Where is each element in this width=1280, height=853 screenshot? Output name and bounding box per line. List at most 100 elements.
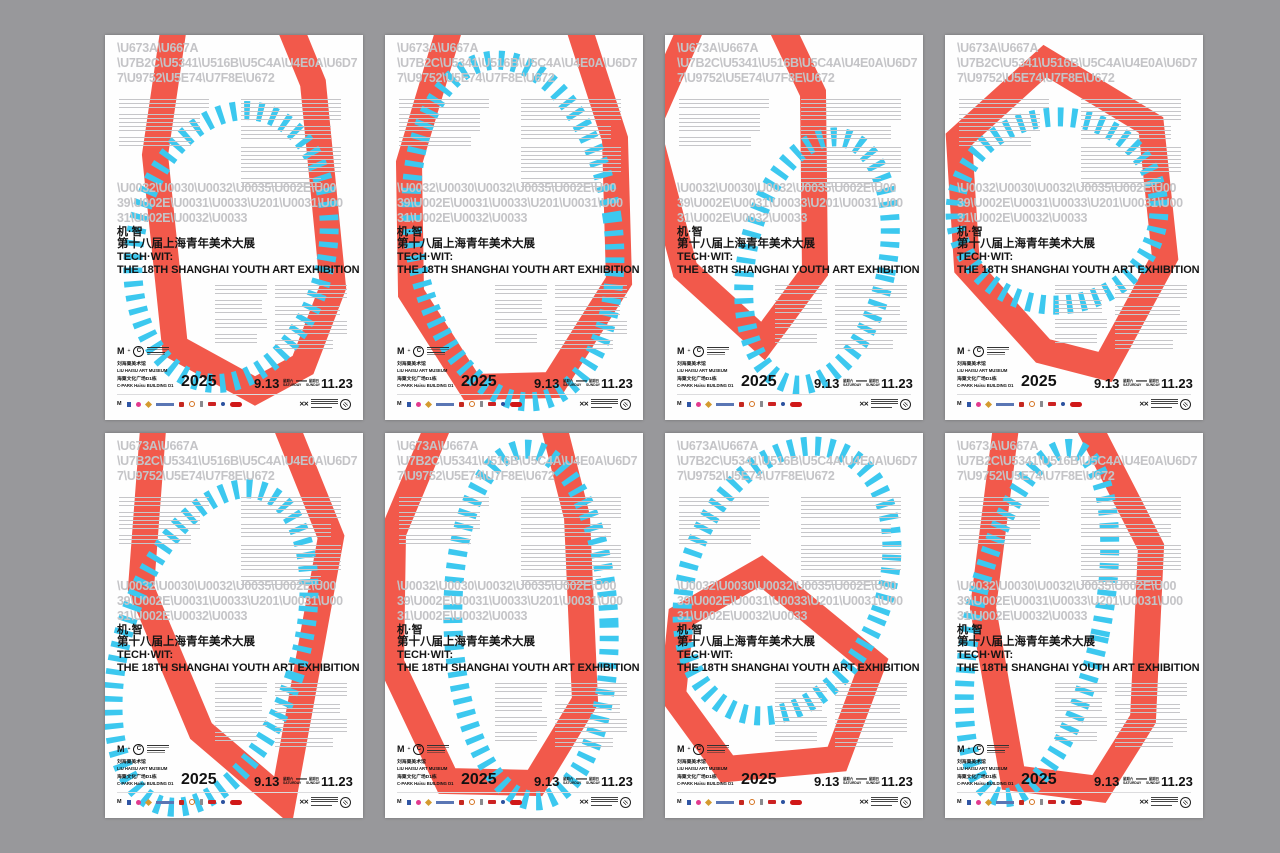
micro-text-paragraph xyxy=(147,351,166,355)
date-range-dash: — xyxy=(296,773,307,785)
venue2-en: C-PARK Haisu BUILDING D1 xyxy=(957,780,1014,786)
micro-text-paragraph xyxy=(495,732,537,744)
micro-text-paragraph xyxy=(275,340,333,352)
micro-text-paragraph xyxy=(275,683,347,699)
unicode-date-codes: \U0032\U0030\U0032\U0035\U002E\U00 39\U0… xyxy=(117,579,343,624)
micro-text-paragraph xyxy=(835,306,900,316)
exhibition-title: 机·智 第十八届上海青年美术大展 TECH·WIT: THE 18TH SHAN… xyxy=(117,226,360,277)
title-cn-short: 机·智 xyxy=(677,226,703,238)
code-line: \U7B2C\U5341\U516B\U5C4A\U4E0A\U6D7 xyxy=(117,454,358,468)
micro-text-block xyxy=(801,497,901,591)
end-date: 11.23 xyxy=(1161,774,1193,789)
micro-text-paragraph xyxy=(835,704,900,714)
micro-text-paragraph xyxy=(241,178,321,188)
plus-separator: + xyxy=(407,746,411,752)
micro-text-paragraph xyxy=(119,137,191,149)
sponsor-logo xyxy=(178,401,184,407)
micro-text-paragraph xyxy=(707,749,726,753)
venue2-cn: 海粟文化广场D1栋 xyxy=(957,775,997,781)
micro-text-paragraph xyxy=(521,524,611,540)
code-line: 39\U002E\U0031\U0033\U201\U0031\U00 xyxy=(677,594,903,608)
exhibition-title: 机·智 第十八届上海青年美术大展 TECH·WIT: THE 18TH SHAN… xyxy=(397,624,640,675)
micro-text-paragraph xyxy=(215,717,267,727)
micro-text-paragraph xyxy=(495,334,537,346)
cpark-logo-caption xyxy=(147,745,170,754)
micro-text-paragraph xyxy=(275,719,347,733)
seal-pattern xyxy=(903,800,908,806)
micro-text-paragraph xyxy=(215,732,257,744)
micro-text-paragraph xyxy=(775,717,827,727)
micro-text-paragraph xyxy=(555,704,620,714)
micro-text-paragraph xyxy=(427,347,450,350)
exhibition-mark-caption xyxy=(590,399,618,410)
sponsor-logo xyxy=(738,799,744,805)
micro-text-paragraph xyxy=(1150,399,1178,402)
micro-text-paragraph xyxy=(801,576,881,586)
micro-text-paragraph xyxy=(119,497,209,507)
seal-icon xyxy=(1180,399,1191,411)
sponsor-logo xyxy=(500,402,505,406)
micro-text-paragraph xyxy=(241,147,341,173)
museum-m-logo: M xyxy=(397,744,405,754)
poster-4: \U673A\U667A \U7B2C\U5341\U516B\U5C4A\U4… xyxy=(945,35,1203,420)
venue1-cn: 刘海粟美术馆 xyxy=(117,760,146,765)
micro-text-paragraph xyxy=(679,535,751,547)
end-weekday: 星期日 SUNDAY xyxy=(1146,379,1160,388)
title-en-short: TECH·WIT: xyxy=(117,649,174,661)
sponsor-logos: M xyxy=(957,798,1082,806)
sponsor-logo xyxy=(966,799,971,805)
organizer-logos: M + C xyxy=(397,346,450,357)
micro-text-paragraph xyxy=(707,351,726,355)
micro-text-block xyxy=(775,285,827,351)
start-weekday: 星期六 SATURDAY xyxy=(563,777,581,786)
micro-text-block xyxy=(399,497,489,552)
end-weekday: 星期日 SUNDAY xyxy=(866,379,880,388)
organizer-logos: M + C xyxy=(677,744,730,755)
unicode-date-codes: \U0032\U0030\U0032\U0035\U002E\U00 39\U0… xyxy=(397,181,623,226)
sponsor-logo: M xyxy=(957,401,962,407)
micro-text-paragraph xyxy=(801,147,901,173)
start-weekday-cn: 星期六 xyxy=(283,777,294,781)
sponsor-logo xyxy=(188,401,195,407)
code-line: \U673A\U667A xyxy=(397,41,479,55)
cyan-dashed-ring-icon xyxy=(734,127,900,395)
cpark-logo-icon: C xyxy=(413,346,425,357)
cpark-logo-icon: C xyxy=(133,346,145,357)
unicode-title-codes: \U673A\U667A \U7B2C\U5341\U516B\U5C4A\U4… xyxy=(397,41,638,86)
cpark-logo-icon: C xyxy=(973,346,985,357)
sponsor-logo xyxy=(686,799,691,805)
end-weekday-en: SUNDAY xyxy=(586,382,601,387)
exhibition-title: 机·智 第十八届上海青年美术大展 TECH·WIT: THE 18TH SHAN… xyxy=(677,624,920,675)
art-exhibition-mark-icon: ✕✕ xyxy=(859,799,869,807)
art-exhibition-mark-icon: ✕✕ xyxy=(1139,401,1149,409)
date-range-dash: — xyxy=(576,375,587,387)
sponsor-logo xyxy=(468,401,475,407)
title-en-short: TECH·WIT: xyxy=(957,251,1014,263)
art-exhibition-mark-icon: ✕✕ xyxy=(579,799,589,807)
code-line: \U0032\U0030\U0032\U0035\U002E\U00 xyxy=(677,579,897,593)
title-en: THE 18TH SHANGHAI YOUTH ART EXHIBITION xyxy=(957,263,1200,276)
sponsor-logo-strip: M ✕✕ xyxy=(117,398,351,413)
sponsor-logo xyxy=(1028,401,1035,407)
code-line: \U0032\U0030\U0032\U0035\U002E\U00 xyxy=(117,181,337,195)
sponsor-logo-strip: M ✕✕ xyxy=(957,796,1191,811)
micro-text-block xyxy=(775,683,827,749)
code-line: 39\U002E\U0031\U0033\U201\U0031\U00 xyxy=(957,594,1183,608)
date-range-dash: — xyxy=(1136,375,1147,387)
year: 2025 xyxy=(1021,373,1057,390)
micro-text-paragraph xyxy=(679,512,760,530)
museum-m-logo: M xyxy=(677,346,685,356)
sponsor-logo xyxy=(1047,800,1056,804)
micro-text-paragraph xyxy=(870,399,898,402)
year: 2025 xyxy=(461,373,497,390)
micro-text-paragraph xyxy=(427,745,450,748)
venue1-cn: 刘海粟美术馆 xyxy=(117,362,146,367)
sponsor-logo xyxy=(748,401,755,407)
seal-icon xyxy=(620,797,631,809)
title-cn-short: 机·智 xyxy=(957,226,983,238)
unicode-title-codes: \U673A\U667A \U7B2C\U5341\U516B\U5C4A\U4… xyxy=(957,41,1198,86)
sponsor-logo: M xyxy=(397,799,402,805)
code-line: 39\U002E\U0031\U0033\U201\U0031\U00 xyxy=(677,196,903,210)
sponsor-logo xyxy=(995,402,1014,406)
micro-text-block xyxy=(959,99,1049,154)
